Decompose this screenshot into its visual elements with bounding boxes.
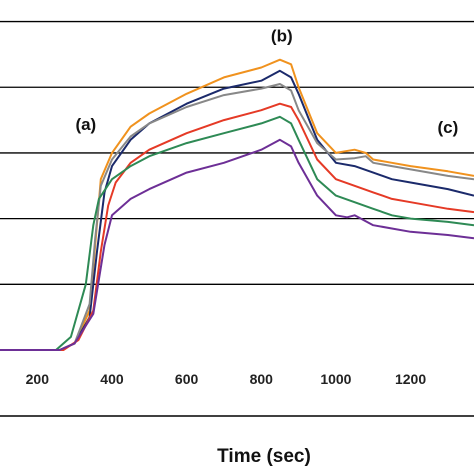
series-line-3 [0,83,474,351]
x-tick-label: 800 [250,371,274,387]
gridlines [0,20,474,285]
series-group [0,58,474,351]
annotations: (a) (b) (c) [75,26,458,137]
x-tick-label: 600 [175,371,199,387]
annotation-label: (c) [437,118,458,137]
series-line-6 [0,138,474,351]
annotation-label: (a) [75,115,96,134]
x-tick-label: 1000 [320,371,351,387]
annotation-label: (b) [271,26,293,45]
series-line-4 [0,102,474,351]
x-tick-label: 1200 [395,371,426,387]
series-line-5 [0,115,474,351]
series-line-2 [0,69,474,351]
x-axis-label: Time (sec) [217,446,311,467]
x-tick-labels: 200 400 600 800 1000 1200 [26,371,427,387]
series-line-1 [0,58,474,351]
x-tick-label: 400 [100,371,124,387]
x-tick-label: 200 [26,371,50,387]
